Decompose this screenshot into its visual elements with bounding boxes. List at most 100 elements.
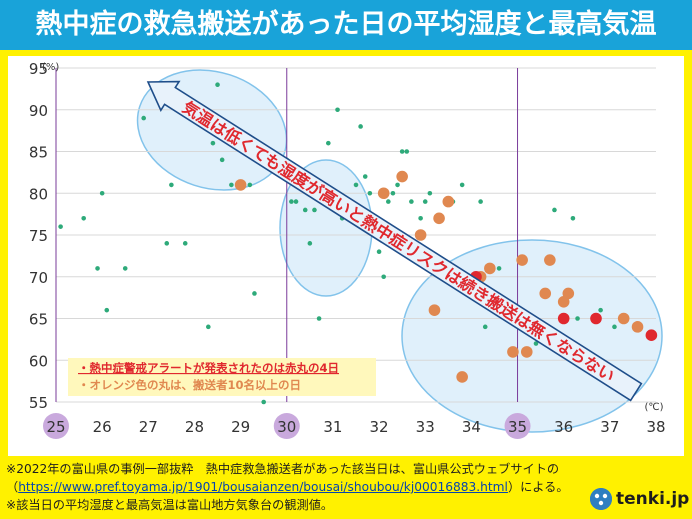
x-tick-label: 26 bbox=[93, 418, 112, 436]
data-point bbox=[376, 249, 382, 254]
data-point bbox=[404, 149, 410, 154]
tenki-logo-text: tenki.jp bbox=[616, 489, 690, 509]
data-point bbox=[442, 195, 455, 208]
data-point bbox=[215, 82, 220, 87]
data-point bbox=[557, 312, 570, 325]
data-point bbox=[562, 287, 575, 300]
data-point bbox=[478, 199, 483, 204]
data-point bbox=[234, 179, 247, 191]
data-point bbox=[459, 182, 465, 188]
data-point bbox=[358, 124, 363, 129]
data-point bbox=[95, 266, 100, 271]
y-axis-unit: (%) bbox=[42, 62, 59, 73]
x-axis-unit: (℃) bbox=[644, 402, 663, 413]
footer-line-2: （https://www.pref.toyama.jp/1901/bousaia… bbox=[6, 479, 569, 496]
chart-title: 熱中症の救急搬送があった日の平均湿度と最高気温 bbox=[0, 0, 692, 50]
x-tick-highlight-30 bbox=[273, 413, 300, 439]
data-point bbox=[544, 254, 556, 266]
legend-line-1: ・熱中症警戒アラートが発表されたのは赤丸の4日 bbox=[78, 361, 339, 375]
trend-arrow-shape: 気温は低くても湿度が高いと熱中症リスクは続き搬送は無くならない bbox=[146, 80, 643, 402]
data-point bbox=[122, 266, 128, 271]
data-point bbox=[229, 182, 234, 188]
x-tick-label: 38 bbox=[646, 418, 665, 436]
x-tick-label: 37 bbox=[600, 418, 619, 436]
data-point bbox=[362, 174, 368, 179]
data-point bbox=[335, 107, 340, 113]
data-point bbox=[396, 170, 408, 183]
data-point bbox=[482, 324, 488, 330]
data-point bbox=[219, 157, 225, 163]
data-point bbox=[210, 140, 216, 146]
data-point bbox=[418, 216, 423, 221]
data-point bbox=[182, 241, 188, 246]
footer-paren-open: （ bbox=[6, 480, 19, 494]
data-point bbox=[520, 346, 533, 358]
x-tick-label: 32 bbox=[370, 418, 389, 436]
data-point bbox=[81, 216, 86, 221]
y-axis: 55 60 65 70 75 80 85 90 95(%) bbox=[29, 60, 59, 412]
data-point bbox=[353, 182, 359, 188]
x-tick-label: 35 bbox=[508, 418, 527, 436]
x-tick-label: 27 bbox=[139, 418, 158, 436]
trend-arrow-body bbox=[146, 80, 643, 402]
tenki-logo[interactable]: tenki.jp bbox=[590, 485, 690, 513]
data-point bbox=[428, 304, 441, 316]
y-tick-label: 80 bbox=[29, 185, 48, 203]
data-point bbox=[141, 115, 146, 121]
trend-arrow: 気温は低くても湿度が高いと熱中症リスクは続き搬送は無くならない bbox=[146, 80, 643, 402]
vertical-reference-lines bbox=[55, 68, 519, 402]
data-point bbox=[598, 307, 603, 313]
y-tick-label: 55 bbox=[29, 394, 48, 412]
x-tick-label: 25 bbox=[46, 418, 65, 436]
data-point bbox=[302, 207, 308, 213]
data-point bbox=[307, 241, 313, 246]
data-point bbox=[169, 182, 174, 188]
data-point bbox=[99, 190, 105, 196]
y-tick-label: 65 bbox=[29, 311, 48, 329]
data-point bbox=[590, 312, 602, 325]
data-point bbox=[612, 324, 617, 330]
data-point bbox=[206, 324, 211, 330]
data-point bbox=[104, 307, 110, 313]
x-tick-label: 31 bbox=[323, 418, 342, 436]
x-tick-highlight-35 bbox=[504, 413, 531, 439]
data-point bbox=[247, 182, 253, 188]
data-point bbox=[390, 190, 396, 196]
data-point bbox=[507, 346, 519, 358]
plot-panel: 気温は低くても湿度が高いと熱中症リスクは続き搬送は無くならない ・熱中症警戒アラ… bbox=[8, 56, 684, 456]
data-point bbox=[386, 199, 391, 204]
y-tick-label: 60 bbox=[29, 352, 48, 370]
legend-line-2: ・オレンジ色の丸は、搬送者10名以上の日 bbox=[78, 378, 301, 392]
x-tick-label: 28 bbox=[185, 418, 204, 436]
data-point bbox=[645, 329, 658, 342]
data-point bbox=[261, 399, 266, 405]
data-point bbox=[631, 321, 644, 333]
data-point bbox=[433, 212, 445, 225]
data-point bbox=[293, 199, 299, 204]
x-axis: 25 26 27 28 29 30 31 32 33 34 35 36 37 38 (℃) bbox=[43, 402, 666, 439]
x-tick-label: 30 bbox=[277, 418, 296, 436]
data-point bbox=[409, 199, 414, 204]
x-tick-highlight-25 bbox=[43, 413, 69, 439]
source-link[interactable]: https://www.pref.toyama.jp/1901/bousaian… bbox=[18, 480, 508, 494]
x-tick-label: 33 bbox=[416, 418, 435, 436]
data-point bbox=[316, 316, 322, 321]
y-tick-label: 85 bbox=[29, 144, 48, 162]
data-point bbox=[575, 316, 580, 321]
data-point bbox=[399, 149, 405, 154]
data-point bbox=[427, 190, 433, 196]
footer-notes: ※2022年の富山県の事例一部抜粋 熱中症救急搬送者があった該当日は、富山県公式… bbox=[0, 459, 692, 519]
scatter-chart: 気温は低くても湿度が高いと熱中症リスクは続き搬送は無くならない ・熱中症警戒アラ… bbox=[29, 60, 666, 439]
data-point bbox=[395, 182, 400, 188]
data-point bbox=[289, 199, 294, 204]
footer-line-3: ※該当日の平均湿度と最高気温は富山地方気象台の観測値。 bbox=[6, 498, 334, 512]
data-point bbox=[516, 254, 528, 266]
data-point bbox=[367, 190, 373, 196]
data-point bbox=[539, 287, 552, 300]
data-point bbox=[252, 291, 257, 296]
footer-suffix: ）による。 bbox=[507, 480, 569, 494]
x-tick-label: 34 bbox=[462, 418, 481, 436]
data-point bbox=[422, 199, 428, 204]
data-point bbox=[58, 224, 63, 229]
data-point bbox=[484, 262, 496, 275]
